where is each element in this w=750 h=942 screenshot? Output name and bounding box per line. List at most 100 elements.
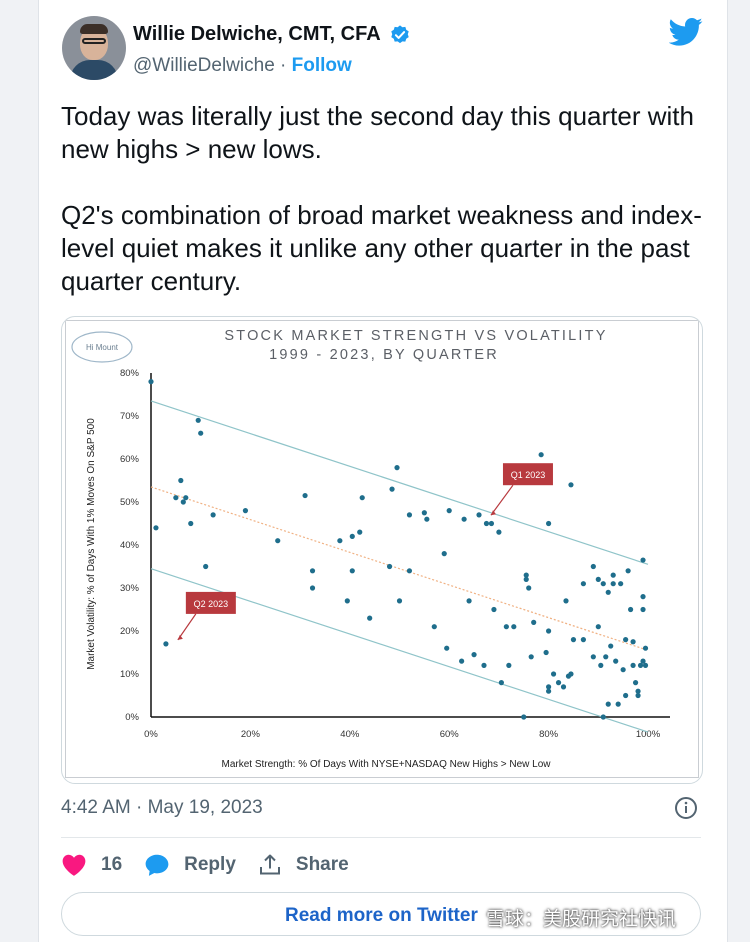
- y-tick-label: 40%: [120, 540, 140, 551]
- handle-separator: ·: [274, 55, 292, 76]
- scatter-point: [568, 482, 574, 488]
- scatter-point: [406, 568, 413, 574]
- author-handle[interactable]: @WillieDelwiche: [133, 55, 275, 76]
- scatter-point: [357, 529, 363, 535]
- info-icon[interactable]: [674, 796, 698, 820]
- scatter-point: [302, 492, 308, 499]
- scatter-point: [600, 581, 606, 587]
- scatter-point: [424, 516, 430, 522]
- scatter-point: [461, 516, 467, 522]
- scatter-point: [623, 692, 629, 699]
- scatter-point: [620, 667, 626, 673]
- scatter-point: [632, 680, 639, 686]
- share-button[interactable]: Share: [258, 853, 349, 877]
- scatter-point: [555, 680, 562, 686]
- scatter-point: [511, 624, 517, 630]
- reply-bubble-icon: [145, 854, 169, 876]
- heart-icon: [62, 854, 86, 876]
- chart-title: STOCK MARKET STRENGTH VS VOLATILITY: [224, 328, 607, 344]
- annotation-arrow: [177, 613, 197, 641]
- annotation-box: [185, 591, 236, 614]
- scatter-point: [538, 452, 544, 458]
- scatter-point: [195, 417, 201, 423]
- scatter-point: [570, 637, 577, 643]
- scatter-point: [203, 563, 209, 570]
- scatter-point: [406, 512, 413, 518]
- annotation-box: [502, 463, 553, 486]
- scatter-point: [605, 701, 611, 707]
- scatter-chart: Hi Mount STOCK MARKET STRENGTH VS VOLATI…: [71, 328, 670, 770]
- scatter-point: [386, 563, 393, 570]
- scatter-point: [163, 641, 169, 647]
- follow-button[interactable]: Follow: [291, 55, 352, 76]
- tweet-media-image[interactable]: Hi Mount STOCK MARKET STRENGTH VS VOLATI…: [61, 316, 703, 784]
- x-tick-label: 20%: [241, 729, 261, 740]
- scatter-point: [178, 477, 184, 484]
- scatter-point: [610, 572, 616, 578]
- scatter-point: [595, 576, 601, 582]
- author-name[interactable]: Willie Delwiche, CMT, CFA: [133, 23, 381, 45]
- scatter-point: [546, 628, 552, 634]
- tweet-paragraph-2: Q2's combination of broad market weaknes…: [61, 200, 702, 296]
- scatter-point: [590, 654, 596, 660]
- tweet-timestamp[interactable]: 4:42 AM · May 19, 2023: [61, 797, 263, 818]
- y-tick-label: 70%: [120, 411, 140, 422]
- scatter-point: [389, 486, 395, 492]
- scatter-point: [608, 643, 614, 649]
- annotation-arrowhead: [490, 510, 496, 516]
- scatter-point: [503, 624, 509, 630]
- scatter-point: [188, 520, 194, 527]
- scatter-point: [173, 495, 179, 501]
- scatter-point: [198, 430, 204, 436]
- author-handle-line: @WillieDelwiche · Follow: [133, 55, 352, 77]
- scatter-point: [275, 538, 281, 544]
- read-more-button[interactable]: Read more on Twitter: [61, 892, 701, 936]
- y-axis-label: Market Volatility: % of Days With 1% Mov…: [86, 418, 97, 670]
- scatter-point: [349, 533, 355, 539]
- y-tick-label: 0%: [125, 712, 139, 723]
- x-axis-label: Market Strength: % Of Days With NYSE+NAS…: [222, 759, 552, 770]
- reply-label: Reply: [184, 854, 236, 875]
- tweet-paragraph-1: Today was literally just the second day …: [61, 101, 694, 164]
- annotation-label: Q1 2023: [511, 470, 546, 480]
- channel-upper-line: [150, 400, 649, 565]
- scatter-point: [394, 465, 400, 471]
- annotation-label: Q2 2023: [194, 599, 229, 609]
- scatter-point: [444, 645, 450, 651]
- scatter-point: [210, 512, 216, 518]
- x-tick-label: 80%: [539, 729, 559, 740]
- reply-button[interactable]: Reply: [144, 853, 236, 877]
- divider: [61, 837, 701, 838]
- read-more-label: Read more on Twitter: [285, 905, 478, 926]
- scatter-point: [523, 576, 529, 582]
- share-label: Share: [295, 854, 349, 875]
- scatter-point: [471, 652, 477, 658]
- verified-badge-icon: [391, 25, 409, 44]
- scatter-point: [640, 594, 646, 600]
- scatter-point: [481, 662, 487, 668]
- y-tick-label: 50%: [120, 497, 140, 508]
- scatter-point: [630, 639, 636, 645]
- scatter-point: [491, 606, 497, 613]
- scatter-point: [337, 538, 343, 544]
- twitter-bird-icon[interactable]: [669, 17, 703, 47]
- scatter-point: [568, 671, 574, 677]
- scatter-point: [635, 688, 641, 694]
- scatter-point: [153, 525, 159, 531]
- scatter-point: [349, 568, 355, 574]
- scatter-point: [441, 551, 447, 557]
- scatter-point: [615, 701, 621, 707]
- scatter-point: [431, 624, 437, 630]
- scatter-point: [640, 658, 646, 664]
- annotation-arrow: [490, 484, 514, 516]
- scatter-point: [580, 637, 586, 643]
- scatter-point: [421, 510, 427, 516]
- avatar[interactable]: [62, 16, 126, 80]
- like-button[interactable]: 16: [61, 853, 122, 877]
- scatter-point: [148, 379, 154, 385]
- share-icon: [259, 854, 280, 875]
- scatter-point: [590, 563, 596, 570]
- chart-logo-text: Hi Mount: [86, 343, 119, 352]
- x-tick-label: 60%: [440, 729, 460, 740]
- x-tick-label: 0%: [144, 729, 158, 740]
